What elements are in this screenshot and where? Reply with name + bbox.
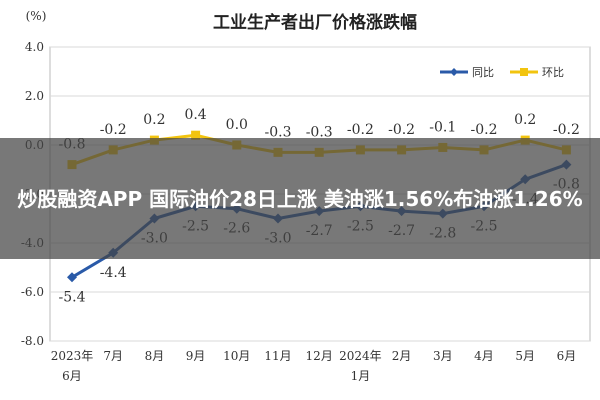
data-label: -0.2 [388, 122, 415, 138]
legend: 同比 环比 [440, 66, 564, 79]
data-label: 0.4 [184, 107, 206, 123]
x-tick-label: 6月 [557, 349, 577, 363]
x-tick-label: 8月 [145, 349, 165, 363]
data-label: -0.2 [471, 122, 498, 138]
x-tick-label: 2023年 [51, 349, 94, 363]
x-tick-label: 6月 [62, 369, 82, 383]
x-tick-label: 5月 [515, 349, 535, 363]
data-label: -0.3 [306, 124, 333, 140]
data-label: -0.3 [265, 124, 292, 140]
data-label: -0.2 [553, 122, 580, 138]
x-tick-label: 2024年 [339, 349, 382, 363]
legend-label: 环比 [542, 66, 564, 79]
x-tick-label: 9月 [186, 349, 206, 363]
legend-label: 同比 [472, 66, 494, 79]
legend-marker [520, 68, 528, 76]
news-banner[interactable]: 炒股融资APP 国际油价28日上涨 美油涨1.56%布油涨1.26% [0, 138, 600, 259]
data-label: -0.1 [429, 119, 456, 135]
x-tick-label: 12月 [306, 349, 333, 363]
x-tick-label: 1月 [351, 369, 371, 383]
y-tick-label: 4.0 [25, 40, 44, 54]
news-banner-text: 炒股融资APP 国际油价28日上涨 美油涨1.56%布油涨1.26% [17, 186, 583, 211]
data-label: -4.4 [100, 265, 127, 281]
data-label: 0.2 [514, 112, 536, 128]
data-label: -0.2 [347, 122, 374, 138]
x-tick-label: 4月 [474, 349, 494, 363]
x-tick-label: 7月 [103, 349, 123, 363]
data-point [191, 130, 201, 140]
y-tick-label: -6.0 [21, 285, 44, 299]
data-label: -5.4 [59, 289, 86, 305]
x-tick-label: 3月 [433, 349, 453, 363]
data-label: 0.2 [143, 112, 165, 128]
data-point [67, 272, 77, 283]
data-label: 0.0 [226, 117, 248, 133]
x-tick-label: 11月 [264, 349, 291, 363]
data-label: -0.2 [100, 122, 127, 138]
x-tick-label: 2月 [392, 349, 412, 363]
y-tick-label: 2.0 [25, 89, 44, 103]
y-tick-label: -8.0 [21, 334, 44, 348]
legend-marker [450, 68, 458, 76]
chart-title: 工业生产者出厂价格涨跌幅 [213, 12, 417, 33]
y-axis-unit: (%) [26, 9, 47, 23]
x-tick-label: 10月 [223, 349, 250, 363]
